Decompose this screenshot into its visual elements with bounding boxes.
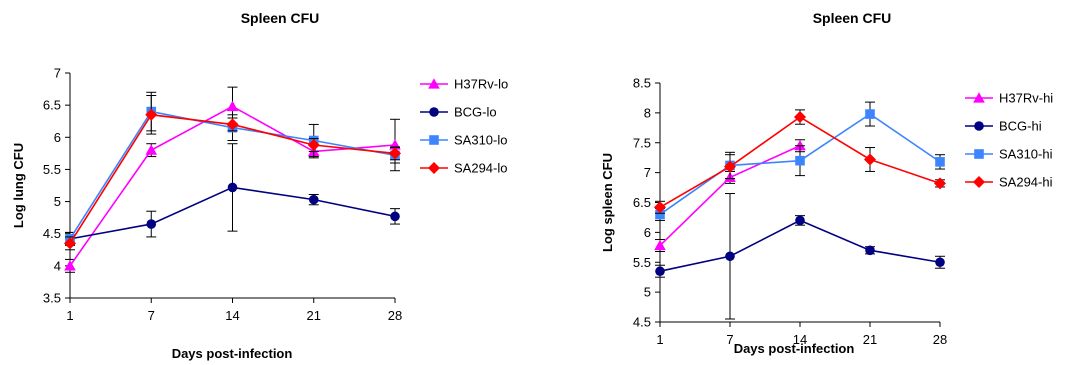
legend-item: SA310-lo xyxy=(420,133,507,148)
chart-title: Spleen CFU xyxy=(241,10,320,26)
legend-label: SA294-hi xyxy=(999,175,1053,190)
legend-marker xyxy=(973,92,985,103)
legend-marker xyxy=(973,176,985,188)
data-point xyxy=(725,251,735,262)
x-tick-label: 7 xyxy=(148,308,155,323)
y-tick-label: 7 xyxy=(644,165,651,180)
legend-item: SA294-hi xyxy=(965,175,1053,190)
legend-item: SA294-lo xyxy=(420,161,507,176)
y-tick-label: 5 xyxy=(54,194,61,209)
x-tick-label: 1 xyxy=(66,308,73,323)
data-point xyxy=(935,157,945,167)
y-tick-label: 6 xyxy=(644,225,651,240)
x-axis-title: Days post-infection xyxy=(172,346,293,361)
x-axis-title: Days post-infection xyxy=(734,341,855,356)
y-tick-label: 8.5 xyxy=(633,76,651,91)
data-point xyxy=(865,245,875,256)
data-point xyxy=(145,144,158,155)
legend-marker xyxy=(974,121,984,131)
y-tick-label: 4.5 xyxy=(43,226,61,241)
data-point xyxy=(864,153,876,166)
legend-label: BCG-lo xyxy=(454,105,497,120)
data-point xyxy=(145,108,158,121)
data-point xyxy=(307,139,320,151)
legend-label: BCG-hi xyxy=(999,119,1042,134)
y-tick-label: 5 xyxy=(644,285,651,300)
y-tick-label: 6 xyxy=(54,130,61,145)
legend-label: H37Rv-lo xyxy=(454,77,508,92)
data-point xyxy=(795,155,805,166)
legend-marker xyxy=(428,162,440,174)
data-point xyxy=(795,215,805,226)
legend-item: H37Rv-hi xyxy=(965,91,1053,106)
data-point xyxy=(654,201,666,214)
legend-label: H37Rv-hi xyxy=(999,91,1053,106)
y-tick-label: 7 xyxy=(54,66,61,81)
data-point xyxy=(794,139,806,151)
legend-marker xyxy=(974,149,984,159)
y-tick-label: 7.5 xyxy=(633,135,651,150)
data-point xyxy=(308,194,319,205)
legend-label: SA294-lo xyxy=(454,161,507,176)
legend-marker xyxy=(428,78,440,89)
legend-marker xyxy=(429,107,439,117)
y-tick-label: 4 xyxy=(54,258,61,273)
data-point xyxy=(226,100,239,112)
data-point xyxy=(146,219,157,229)
y-axis-title: Log spleen CFU xyxy=(600,153,615,252)
x-tick-label: 14 xyxy=(225,308,239,323)
chart-panel-1: Spleen CFU 3.5 4 4.5 5 5.5 6 6.5 7 1 7 14 21 28 Days p… xyxy=(11,10,508,361)
y-tick-label: 5.5 xyxy=(633,255,651,270)
y-tick-label: 3.5 xyxy=(43,291,61,306)
data-point xyxy=(226,118,239,131)
data-point xyxy=(724,160,736,173)
y-tick-label: 4.5 xyxy=(633,315,651,330)
x-tick-label: 21 xyxy=(863,332,877,347)
legend-label: SA310-lo xyxy=(454,133,507,148)
series-line xyxy=(659,219,941,272)
series-SA294-hi xyxy=(654,109,946,214)
data-point xyxy=(935,257,945,268)
data-point xyxy=(655,209,665,220)
series-BCG-lo xyxy=(65,143,400,246)
chart-title: Spleen CFU xyxy=(813,10,892,26)
legend-item: BCG-hi xyxy=(965,119,1042,134)
x-tick-label: 28 xyxy=(933,332,947,347)
y-tick-label: 6.5 xyxy=(633,195,651,210)
series-BCG-hi xyxy=(655,193,945,320)
x-tick-label: 7 xyxy=(726,332,733,347)
y-axis-title: Log lung CFU xyxy=(11,143,26,228)
legend-item: H37Rv-lo xyxy=(420,77,508,92)
x-tick-label: 28 xyxy=(388,308,402,323)
data-point xyxy=(654,239,666,251)
data-point xyxy=(227,182,238,193)
x-tick-label: 1 xyxy=(656,332,663,347)
data-point xyxy=(64,260,76,271)
legend-item: BCG-lo xyxy=(420,105,497,120)
series-SA294-lo xyxy=(64,95,401,251)
legend-marker xyxy=(429,135,439,145)
data-point xyxy=(865,109,875,119)
data-point xyxy=(64,237,76,250)
data-point xyxy=(389,147,401,160)
data-point xyxy=(934,177,946,190)
y-tick-label: 6.5 xyxy=(43,98,61,113)
x-tick-label: 21 xyxy=(307,308,321,323)
chart-panel-2: Spleen CFU 4.5 5 5.5 6 6.5 7 7.5 8 8.5 1 7 14 21 28 Day… xyxy=(600,10,1053,356)
data-point xyxy=(655,266,665,277)
y-tick-label: 8 xyxy=(644,105,651,120)
data-point xyxy=(390,211,400,222)
x-tick-label: 14 xyxy=(793,332,807,347)
data-point xyxy=(794,111,806,124)
y-tick-label: 5.5 xyxy=(43,162,61,177)
legend-item: SA310-hi xyxy=(965,147,1053,162)
legend-label: SA310-hi xyxy=(999,147,1053,162)
